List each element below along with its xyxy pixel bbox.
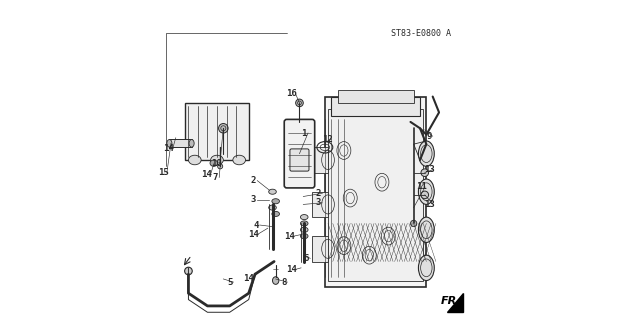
FancyBboxPatch shape (284, 119, 315, 188)
Ellipse shape (301, 227, 308, 232)
Text: 10: 10 (211, 159, 222, 168)
Text: 14: 14 (243, 275, 254, 284)
Bar (331, 97, 420, 116)
Ellipse shape (269, 189, 276, 194)
Text: 5: 5 (227, 278, 233, 287)
Bar (325, 97, 426, 287)
Ellipse shape (419, 217, 434, 243)
Ellipse shape (272, 212, 280, 216)
Text: 3: 3 (251, 195, 256, 204)
Ellipse shape (273, 277, 279, 284)
Ellipse shape (210, 160, 218, 166)
Text: 7: 7 (213, 173, 218, 182)
Text: 16: 16 (286, 89, 297, 98)
Ellipse shape (218, 124, 228, 133)
Ellipse shape (211, 155, 224, 165)
Ellipse shape (410, 220, 417, 227)
Ellipse shape (419, 179, 434, 204)
Ellipse shape (296, 99, 303, 107)
Bar (185, 103, 248, 160)
Text: 8: 8 (281, 278, 286, 287)
Ellipse shape (419, 255, 434, 281)
Ellipse shape (421, 191, 429, 199)
Text: 15: 15 (158, 168, 168, 177)
Text: FR.: FR. (441, 296, 461, 306)
Ellipse shape (419, 141, 434, 166)
Ellipse shape (233, 155, 245, 165)
Text: 6: 6 (304, 254, 309, 263)
Ellipse shape (269, 205, 276, 210)
Ellipse shape (301, 221, 308, 226)
Ellipse shape (185, 267, 192, 275)
Ellipse shape (167, 140, 172, 147)
Bar (312, 236, 328, 261)
Text: 12: 12 (322, 135, 333, 144)
Bar (312, 147, 328, 173)
Text: 14: 14 (248, 230, 259, 239)
Text: 14: 14 (201, 170, 212, 179)
Ellipse shape (301, 234, 308, 239)
Bar (312, 192, 328, 217)
Text: 3: 3 (316, 198, 321, 207)
Ellipse shape (301, 215, 308, 220)
FancyBboxPatch shape (290, 149, 309, 171)
Text: 9: 9 (426, 132, 432, 141)
Bar (328, 109, 423, 281)
Text: 14: 14 (164, 144, 174, 153)
Text: 2: 2 (316, 189, 321, 198)
Text: 13: 13 (424, 200, 435, 209)
Polygon shape (447, 293, 463, 312)
Ellipse shape (189, 140, 194, 147)
Ellipse shape (218, 164, 223, 169)
Text: 2: 2 (251, 176, 256, 185)
Ellipse shape (421, 169, 429, 177)
Ellipse shape (189, 155, 201, 165)
Text: 11: 11 (416, 182, 427, 191)
Text: 13: 13 (424, 165, 435, 174)
Text: 14: 14 (285, 232, 296, 241)
Text: ST83-E0800 A: ST83-E0800 A (392, 28, 452, 38)
Ellipse shape (272, 199, 280, 204)
Text: 1: 1 (301, 129, 307, 138)
Bar (338, 90, 413, 103)
Text: 4: 4 (254, 220, 259, 229)
Bar (169, 140, 192, 147)
Text: 14: 14 (286, 265, 297, 274)
